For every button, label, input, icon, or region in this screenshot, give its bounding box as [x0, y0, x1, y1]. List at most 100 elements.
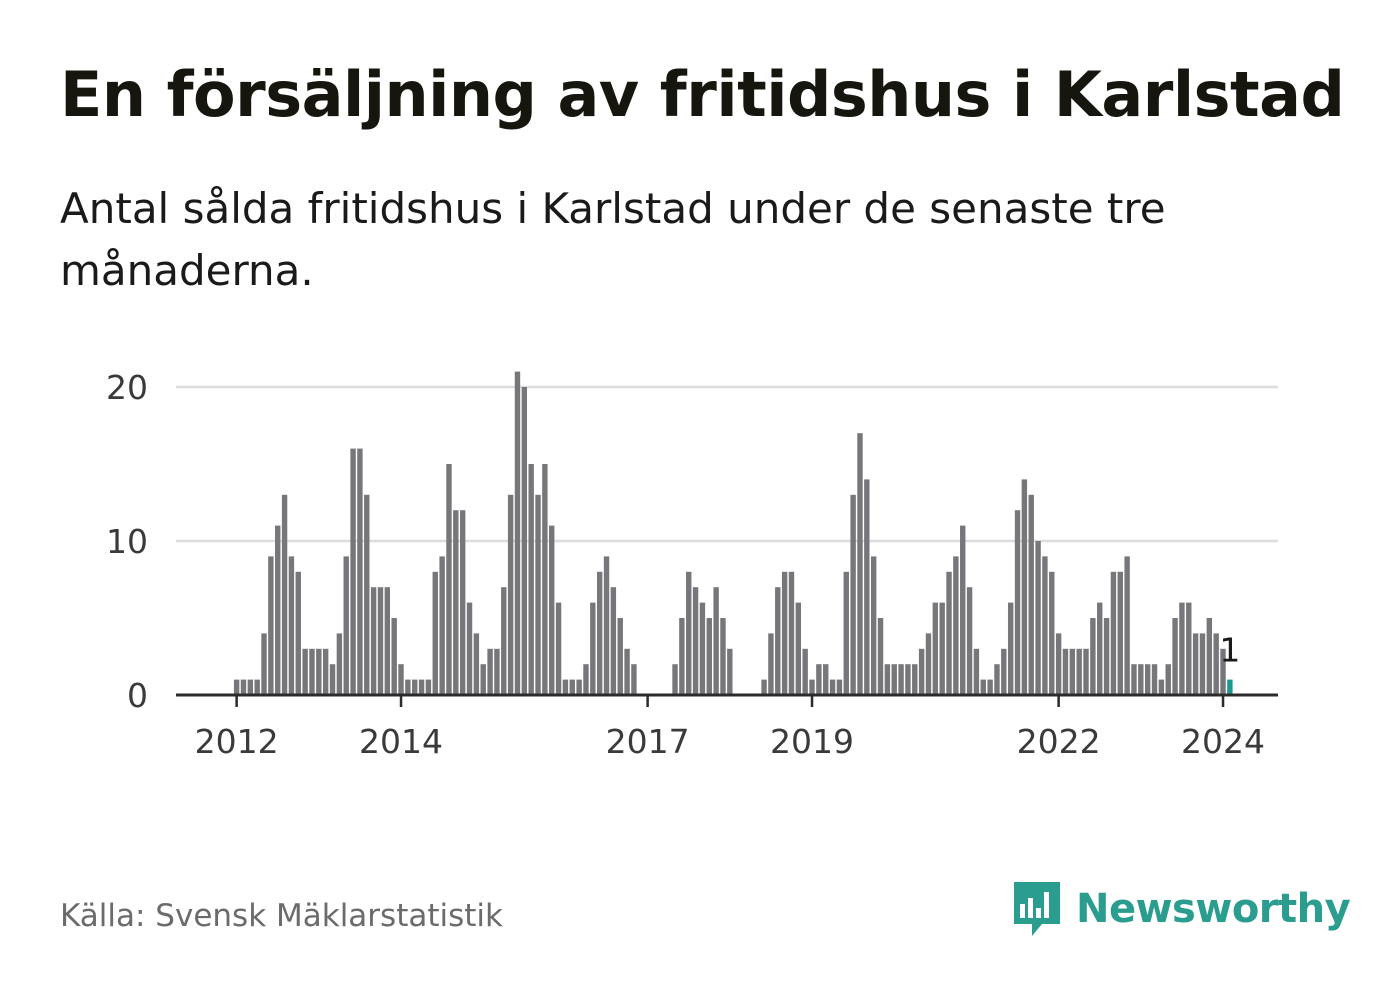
bar [1007, 602, 1014, 695]
bar [425, 679, 432, 695]
bar [549, 525, 555, 695]
bar [912, 664, 918, 695]
bar [459, 510, 466, 695]
bar [501, 587, 507, 695]
bar [535, 494, 541, 695]
bar [1069, 648, 1076, 695]
bar [918, 648, 925, 695]
bar [1049, 571, 1055, 695]
bar [686, 571, 692, 695]
y-tick-label: 20 [106, 368, 148, 407]
bar [939, 602, 945, 695]
bar [816, 664, 822, 695]
bar [679, 618, 685, 695]
bar [507, 494, 514, 695]
x-tick-label: 2017 [606, 722, 690, 761]
bar [336, 633, 343, 695]
bar [994, 664, 1000, 695]
bar [1186, 602, 1192, 695]
bar [398, 664, 404, 695]
y-tick-label: 0 [127, 676, 148, 715]
bar [946, 571, 952, 695]
bar [980, 679, 986, 695]
bar [1165, 664, 1171, 695]
bar [432, 571, 438, 695]
x-axis: 2012 2014 2017 2019 2022 2024 [176, 693, 1278, 761]
bar [877, 618, 884, 695]
bar [1076, 648, 1082, 695]
bar [268, 556, 274, 695]
bar [521, 387, 528, 695]
bar [494, 648, 500, 695]
bar [836, 679, 843, 695]
newsworthy-logo[interactable]: Newsworthy [1010, 878, 1351, 940]
bar [364, 494, 370, 695]
bar [898, 664, 904, 695]
bar [1131, 664, 1137, 695]
bar [555, 602, 562, 695]
bar [850, 494, 856, 695]
bar [439, 556, 445, 695]
chart-subtitle: Antal sålda fritidshus i Karlstad under … [60, 184, 1166, 295]
bar [377, 587, 384, 695]
bar [720, 618, 726, 695]
bar [829, 679, 836, 695]
bar [1028, 494, 1034, 695]
gridlines [176, 385, 1278, 543]
bar [925, 633, 932, 695]
bar [405, 679, 411, 695]
newsworthy-logo-icon [1014, 882, 1060, 936]
bar [809, 679, 815, 695]
bar [1192, 633, 1199, 695]
bar [1124, 556, 1130, 695]
bar [576, 679, 582, 695]
bar [1103, 618, 1110, 695]
bar [384, 587, 391, 695]
data-labels: 1 [1219, 631, 1240, 670]
bar [1062, 648, 1069, 695]
bar [412, 679, 418, 695]
bar [329, 664, 336, 695]
bar [596, 571, 603, 695]
y-tick-label: 10 [106, 522, 148, 561]
bar [357, 448, 363, 695]
bar [466, 602, 473, 695]
bar [727, 648, 733, 695]
bar [610, 587, 617, 695]
bar [775, 587, 781, 695]
bar [514, 371, 521, 695]
bar [1220, 648, 1226, 695]
bar [350, 448, 356, 695]
bar [1021, 479, 1028, 695]
bar [761, 679, 767, 695]
bar [966, 587, 973, 695]
bar [706, 618, 712, 695]
bar [1001, 648, 1007, 695]
bar [1042, 556, 1048, 695]
brand-name: Newsworthy [1076, 886, 1351, 932]
x-tick-label: 2022 [1017, 722, 1101, 761]
bar [295, 571, 301, 695]
bar [528, 464, 534, 695]
bar [1083, 648, 1089, 695]
bar [987, 679, 993, 695]
bar [802, 648, 808, 695]
bar [370, 587, 377, 695]
bar [1117, 571, 1123, 695]
bar [343, 556, 349, 695]
bar [473, 633, 480, 695]
bar [1035, 541, 1041, 695]
bar [857, 433, 863, 695]
x-tick-label: 2014 [359, 722, 443, 761]
bar [562, 679, 569, 695]
bar [247, 679, 254, 695]
bar [631, 664, 637, 695]
bar [281, 494, 288, 695]
bar [487, 648, 493, 695]
bar [391, 618, 397, 695]
bar [617, 618, 623, 695]
bar [1055, 633, 1062, 695]
bar [672, 664, 678, 695]
bar [316, 648, 322, 695]
